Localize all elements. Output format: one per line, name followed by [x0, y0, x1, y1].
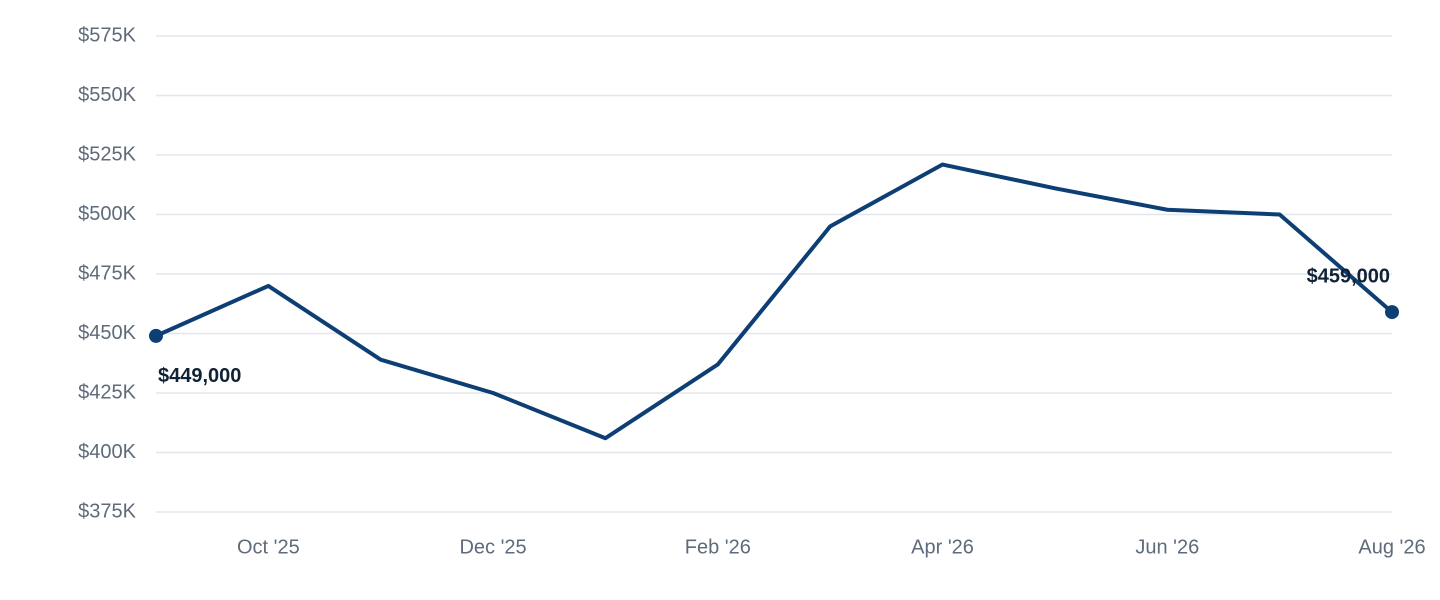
y-tick-label: $575K: [78, 24, 136, 46]
value-label: $449,000: [158, 365, 241, 387]
x-tick-label: Feb '26: [685, 536, 751, 558]
line: [155, 162, 1394, 441]
x-tick-label: Apr '26: [911, 536, 974, 558]
y-tick-label: $500K: [78, 203, 136, 225]
value-label: $459,000: [1307, 265, 1390, 287]
y-tick-label: $450K: [78, 322, 136, 344]
y-tick-label: $400K: [78, 441, 136, 463]
x-tick-label: Oct '25: [237, 536, 300, 558]
x-tick-label: Jun '26: [1135, 536, 1199, 558]
y-tick-label: $425K: [78, 381, 136, 403]
y-tick-label: $525K: [78, 143, 136, 165]
point: [1385, 305, 1399, 320]
y-tick-label: $375K: [78, 500, 136, 522]
y-tick-label: $475K: [78, 262, 136, 284]
x-tick-label: Aug '26: [1358, 536, 1425, 558]
y-tick-label: $550K: [78, 84, 136, 106]
point: [149, 328, 163, 343]
x-tick-label: Dec '25: [459, 536, 526, 558]
